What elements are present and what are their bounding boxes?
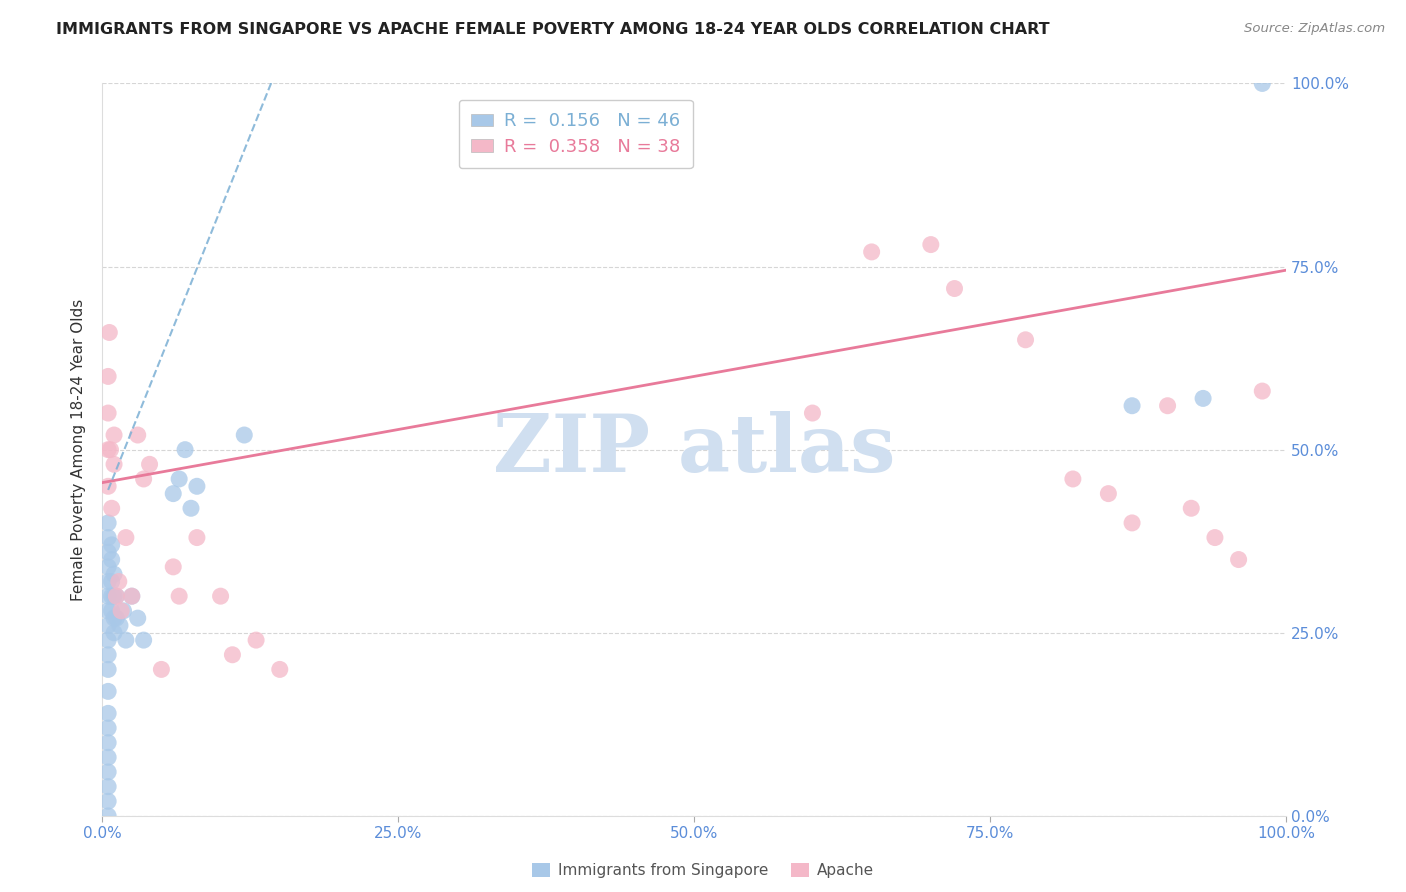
- Point: [112, 604, 135, 618]
- Text: IMMIGRANTS FROM SINGAPORE VS APACHE FEMALE POVERTY AMONG 18-24 YEAR OLDS CORRELA: IMMIGRANTS FROM SINGAPORE VS APACHE FEMA…: [56, 22, 1050, 37]
- Point: [1251, 77, 1274, 91]
- Point: [1121, 516, 1143, 530]
- Point: [97, 604, 120, 618]
- Point: [97, 618, 120, 632]
- Point: [110, 604, 132, 618]
- Point: [1180, 501, 1202, 516]
- Point: [97, 648, 120, 662]
- Legend: Immigrants from Singapore, Apache: Immigrants from Singapore, Apache: [526, 857, 880, 884]
- Point: [105, 589, 128, 603]
- Point: [97, 780, 120, 794]
- Point: [920, 237, 942, 252]
- Point: [97, 559, 120, 574]
- Point: [97, 684, 120, 698]
- Point: [97, 633, 120, 648]
- Point: [103, 567, 125, 582]
- Point: [97, 479, 120, 493]
- Point: [167, 589, 190, 603]
- Point: [1014, 333, 1036, 347]
- Point: [180, 501, 202, 516]
- Point: [97, 764, 120, 779]
- Point: [97, 706, 120, 721]
- Point: [127, 428, 149, 442]
- Legend: R =  0.156   N = 46, R =  0.358   N = 38: R = 0.156 N = 46, R = 0.358 N = 38: [458, 100, 693, 169]
- Point: [100, 589, 122, 603]
- Point: [860, 244, 883, 259]
- Point: [162, 559, 184, 574]
- Point: [1121, 399, 1143, 413]
- Point: [103, 458, 125, 472]
- Point: [245, 633, 267, 648]
- Point: [97, 736, 120, 750]
- Point: [233, 428, 256, 442]
- Point: [209, 589, 232, 603]
- Point: [1097, 486, 1119, 500]
- Point: [97, 662, 120, 676]
- Point: [97, 750, 120, 764]
- Point: [1156, 399, 1178, 413]
- Point: [1204, 531, 1226, 545]
- Point: [186, 479, 208, 493]
- Point: [105, 611, 128, 625]
- Point: [97, 442, 120, 457]
- Point: [103, 611, 125, 625]
- Point: [150, 662, 173, 676]
- Point: [103, 589, 125, 603]
- Point: [97, 516, 120, 530]
- Point: [1227, 552, 1250, 566]
- Point: [97, 589, 120, 603]
- Point: [100, 442, 122, 457]
- Point: [100, 538, 122, 552]
- Point: [174, 442, 197, 457]
- Text: Source: ZipAtlas.com: Source: ZipAtlas.com: [1244, 22, 1385, 36]
- Point: [127, 611, 149, 625]
- Point: [269, 662, 291, 676]
- Point: [132, 633, 155, 648]
- Point: [105, 589, 128, 603]
- Point: [1251, 384, 1274, 398]
- Point: [103, 625, 125, 640]
- Point: [132, 472, 155, 486]
- Point: [1192, 392, 1215, 406]
- Point: [97, 721, 120, 735]
- Point: [97, 406, 120, 420]
- Point: [103, 428, 125, 442]
- Point: [97, 574, 120, 589]
- Point: [97, 531, 120, 545]
- Point: [186, 531, 208, 545]
- Y-axis label: Female Poverty Among 18-24 Year Olds: Female Poverty Among 18-24 Year Olds: [72, 299, 86, 601]
- Point: [1062, 472, 1084, 486]
- Point: [100, 501, 122, 516]
- Point: [121, 589, 143, 603]
- Point: [97, 545, 120, 559]
- Point: [138, 458, 160, 472]
- Point: [97, 809, 120, 823]
- Point: [943, 281, 966, 295]
- Point: [167, 472, 190, 486]
- Point: [121, 589, 143, 603]
- Point: [221, 648, 243, 662]
- Point: [107, 574, 129, 589]
- Point: [98, 326, 121, 340]
- Point: [100, 574, 122, 589]
- Point: [100, 604, 122, 618]
- Point: [115, 633, 138, 648]
- Point: [801, 406, 824, 420]
- Point: [115, 531, 138, 545]
- Text: ZIP atlas: ZIP atlas: [494, 410, 896, 489]
- Point: [97, 369, 120, 384]
- Point: [108, 618, 131, 632]
- Point: [100, 552, 122, 566]
- Point: [97, 794, 120, 808]
- Point: [162, 486, 184, 500]
